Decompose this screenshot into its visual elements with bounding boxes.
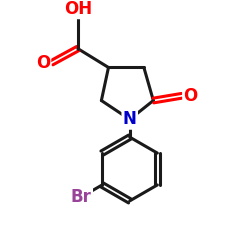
Text: N: N [123,110,137,128]
Text: Br: Br [71,188,92,206]
Text: O: O [36,54,50,72]
Text: OH: OH [64,0,92,18]
Text: O: O [184,87,198,105]
